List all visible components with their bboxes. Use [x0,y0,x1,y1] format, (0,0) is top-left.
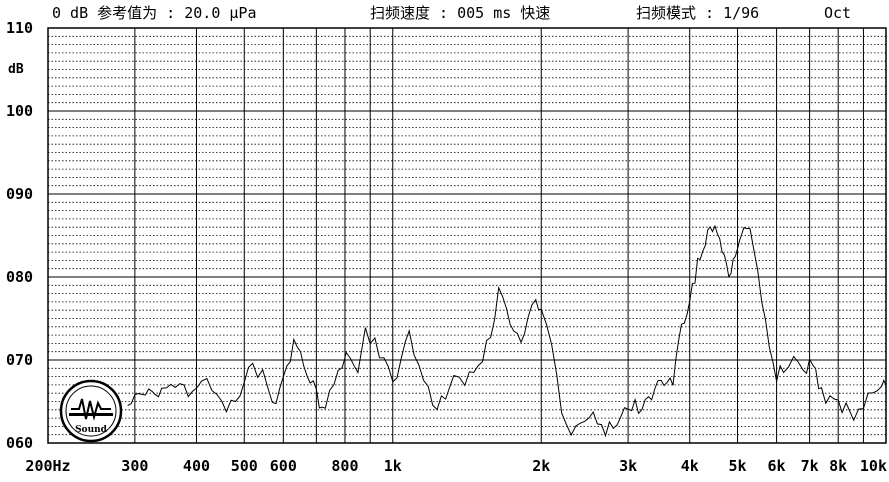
brand-logo: Sound [59,379,123,443]
x-tick-label: 3k [619,457,637,475]
sweep-speed-text: 扫频速度 : 005 ms 快速 [370,4,550,22]
grid [47,27,887,444]
plot-border [47,27,887,444]
x-tick-label: 500 [231,457,258,475]
y-tick-label: 070 [6,351,33,369]
x-tick-label: 200Hz [25,457,70,475]
y-axis-unit-label: dB [8,62,24,77]
x-tick-label: 6k [768,457,786,475]
x-tick-label: 7k [801,457,819,475]
reference-level-text: 0 dB 参考值为 : 20.0 μPa [52,4,257,22]
spl-response-line [127,224,887,438]
y-tick-label: 090 [6,185,33,203]
x-tick-label: 1k [384,457,402,475]
sweep-mode-unit-text: Oct [824,4,851,22]
x-tick-label: 8k [829,457,847,475]
x-tick-label: 600 [270,457,297,475]
y-tick-label: 110 [6,19,33,37]
x-tick-labels: 200Hz 300 400 500 600 800 1k 2k 3k 4k 5k 6k 7k 8k 10k [25,457,887,475]
y-tick-labels: 060 070 080 090 100 110 [6,19,33,452]
y-tick-label: 080 [6,268,33,286]
x-tick-label: 2k [532,457,550,475]
x-tick-label: 5k [728,457,746,475]
x-tick-label: 10k [860,457,887,475]
y-tick-label: 060 [6,434,33,452]
plot-frame [47,27,887,444]
logo-text: Sound [75,425,108,435]
response-curve-layer [127,224,887,438]
sweep-mode-text: 扫频模式 : 1/96 [636,4,759,22]
x-tick-label: 800 [331,457,358,475]
x-tick-label: 300 [121,457,148,475]
x-tick-label: 4k [681,457,699,475]
x-tick-label: 400 [183,457,210,475]
y-tick-label: 100 [6,102,33,120]
